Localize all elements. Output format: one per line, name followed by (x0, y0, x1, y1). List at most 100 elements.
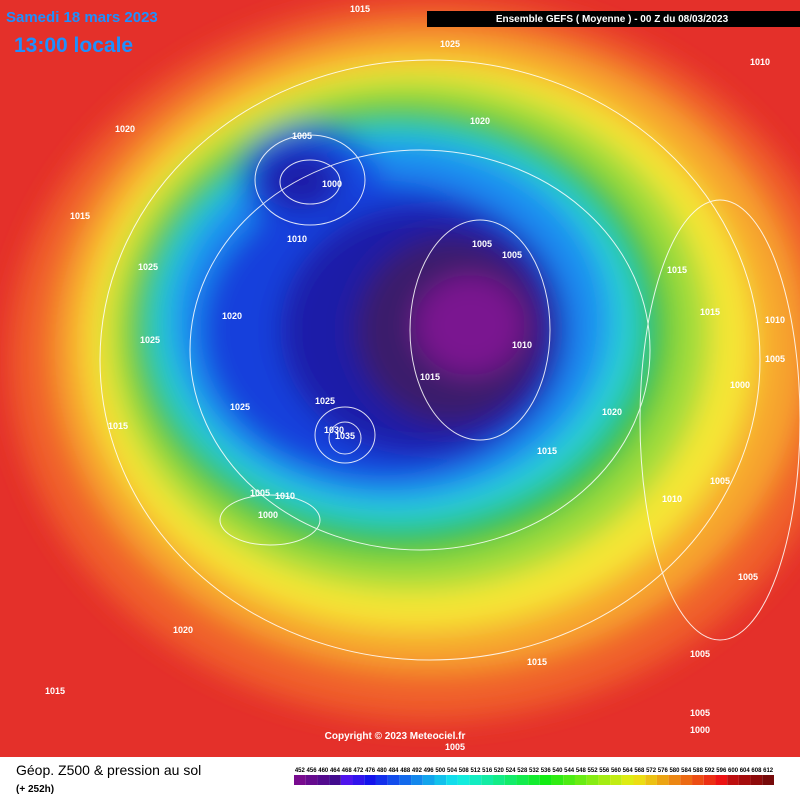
isobar-label: 1015 (537, 446, 557, 456)
scale-swatch (340, 775, 353, 785)
scale-swatch (715, 775, 728, 785)
scale-label: 608 (751, 768, 762, 774)
scale-label: 520 (494, 768, 505, 774)
scale-label: 568 (634, 768, 645, 774)
scale-label: 456 (307, 768, 318, 774)
scale-label: 564 (623, 768, 634, 774)
scale-swatch (727, 775, 739, 785)
isobar-label: 1015 (527, 657, 547, 667)
isobar-label: 1025 (138, 262, 158, 272)
scale-label: 592 (705, 768, 716, 774)
scale-label: 524 (506, 768, 517, 774)
footer-title: Géop. Z500 & pression au sol (16, 762, 201, 778)
scale-swatch (434, 775, 447, 785)
geopotential-field (10, 0, 800, 720)
scale-label: 580 (669, 768, 680, 774)
isobar-label: 1000 (258, 510, 278, 520)
scale-label: 512 (470, 768, 481, 774)
scale-label: 476 (365, 768, 376, 774)
scale-label: 612 (763, 768, 774, 774)
scale-swatch (387, 775, 400, 785)
isobar-label: 1010 (662, 494, 682, 504)
isobar-label: 1020 (602, 407, 622, 417)
isobar-label: 1010 (765, 315, 785, 325)
scale-swatch (422, 775, 435, 785)
isobar-label: 1030 (324, 425, 344, 435)
scale-label: 468 (342, 768, 353, 774)
model-banner (427, 11, 800, 27)
scale-swatch (481, 775, 494, 785)
isobar-label: 1035 (335, 431, 355, 441)
isobar-label: 1000 (690, 725, 710, 735)
isobar-label: 1005 (445, 742, 465, 752)
scale-swatch (528, 775, 540, 785)
scale-swatch (563, 775, 575, 785)
isobar-label: 1015 (700, 307, 720, 317)
scale-swatch (364, 775, 376, 785)
isobar-label: 1005 (250, 488, 270, 498)
isobar-label: 1010 (275, 491, 295, 501)
scale-label: 504 (447, 768, 458, 774)
scale-label: 540 (552, 768, 563, 774)
copyright: Copyright © 2023 Meteociel.fr (325, 731, 466, 742)
isobar-label: 1005 (472, 239, 492, 249)
scale-label: 600 (728, 768, 739, 774)
isobar-labels: 1015 1025 1010 1020 1020 1005 1000 1015 1010 1005… (45, 4, 785, 752)
scale-swatch (621, 775, 634, 785)
isobar-lines (99, 59, 800, 661)
scale-swatch (750, 775, 763, 785)
isobar-label: 1015 (420, 372, 440, 382)
isobar-label: 1000 (322, 179, 342, 189)
scale-label: 484 (389, 768, 400, 774)
scale-swatch (762, 775, 774, 785)
isobar-label: 1025 (230, 402, 250, 412)
isobar-label: 1005 (710, 476, 730, 486)
scale-swatch (375, 775, 388, 785)
scale-swatch (457, 775, 470, 785)
scale-label: 572 (646, 768, 657, 774)
scale-label: 604 (740, 768, 751, 774)
scale-swatch (317, 775, 330, 785)
scale-label: 480 (377, 768, 388, 774)
footer-lead: (+ 252h) (16, 784, 54, 795)
isobar-label: 1025 (315, 396, 335, 406)
isobar-label: 1020 (173, 625, 193, 635)
isobar-label: 1015 (45, 686, 65, 696)
isobar-label: 1015 (350, 4, 370, 14)
scale-label: 492 (412, 768, 423, 774)
scale-label: 452 (295, 768, 306, 774)
scale-label: 552 (588, 768, 599, 774)
scale-label: 508 (459, 768, 470, 774)
isobar-label: 1020 (115, 124, 135, 134)
isobar-label: 1000 (730, 380, 750, 390)
scale-label: 560 (611, 768, 622, 774)
scale-swatch (645, 775, 657, 785)
scale-swatch (329, 775, 341, 785)
scale-label: 556 (599, 768, 610, 774)
scale-swatch (633, 775, 646, 785)
scale-swatch (680, 775, 693, 785)
isobar-label: 1005 (690, 649, 710, 659)
scale-swatch (399, 775, 412, 785)
scale-label: 548 (576, 768, 587, 774)
isobar-label: 1010 (512, 340, 532, 350)
scale-label: 500 (435, 768, 446, 774)
scale-swatch (703, 775, 716, 785)
isobar-label: 1005 (765, 354, 785, 364)
isobar-label: 1010 (750, 57, 770, 67)
scale-swatch (493, 775, 505, 785)
scale-swatch (294, 775, 306, 785)
scale-label: 532 (529, 768, 540, 774)
scale-swatch (539, 775, 552, 785)
isobar-label: 1010 (287, 234, 307, 244)
scale-swatch (411, 775, 423, 785)
scale-label: 544 (564, 768, 575, 774)
isobar-label: 1005 (502, 250, 522, 260)
model-label: Ensemble GEFS ( Moyenne ) - 00 Z du 08/0… (496, 14, 729, 25)
scale-swatch (574, 775, 587, 785)
scale-swatch (305, 775, 318, 785)
isobar-label: 1025 (440, 39, 460, 49)
scale-label: 588 (693, 768, 704, 774)
scale-swatch (598, 775, 611, 785)
